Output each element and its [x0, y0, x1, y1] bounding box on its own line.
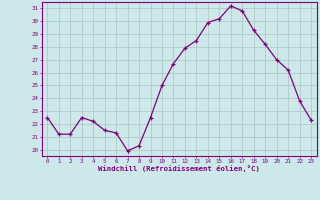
X-axis label: Windchill (Refroidissement éolien,°C): Windchill (Refroidissement éolien,°C)	[98, 165, 260, 172]
